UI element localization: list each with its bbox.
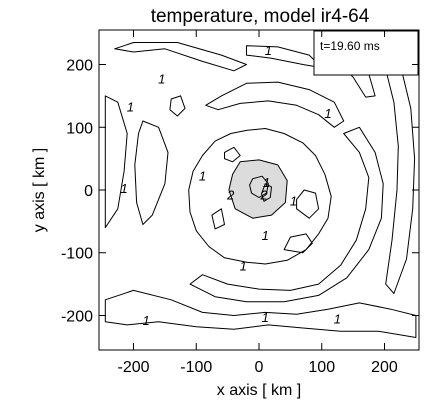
contour-level-2-1 [249,175,269,198]
chart-title: temperature, model ir4-64 [151,6,370,27]
contour-level-1-14 [224,146,241,163]
contour-level-1-10 [371,38,416,294]
contour-level-1-7 [104,95,128,229]
contour-label-10: 1 [334,312,341,327]
y-tick-label-2: 0 [84,183,93,200]
contour-level-1-12 [169,95,186,117]
contour-level-1-4 [205,81,345,128]
contour-level-1-17 [246,45,323,69]
contour-level-1-15 [283,233,313,254]
contour-level-1-9 [104,289,417,338]
x-axis-ticks: -200 -100 0 100 200 [117,30,398,376]
contour-level-2-0 [228,159,288,219]
contour-label-5: 1 [120,181,127,196]
contour-label-3: 1 [324,106,331,121]
contour-level-1-6 [114,42,247,72]
x-tick-label-3: 100 [308,359,335,376]
y-tick-label-1: -100 [61,246,93,263]
contour-level-1-8 [134,120,169,225]
y-axis-ticks: -200 -100 0 100 200 [61,58,419,325]
x-tick-label-0: -200 [117,359,149,376]
contour-label-12: 2 [226,187,235,202]
x-tick-label-2: 0 [255,359,264,376]
x-tick-label-1: -100 [180,359,212,376]
contour-label-6: 1 [290,194,297,209]
contour-label-4: 1 [199,169,206,184]
contour-label-11: 1 [262,228,269,243]
x-axis-label: x axis [ km ] [217,382,301,399]
contour-level-1-13 [296,189,320,219]
x-tick-label-4: 200 [371,359,398,376]
contour-label-2: 1 [158,71,165,86]
contour-label-9: 1 [262,310,269,325]
contour-level-1-16 [211,208,225,230]
contour-level-1-3 [188,128,332,265]
time-annotation-frame [313,30,419,76]
y-tick-label-0: -200 [61,308,93,325]
time-label: t=19.60 ms [320,39,380,53]
contour-label-1: 1 [127,100,134,115]
contour-label-0: 1 [265,43,272,58]
y-tick-label-4: 200 [66,58,93,75]
contour-label-8: 1 [142,313,149,328]
y-axis-label: y axis [ km ] [31,148,48,232]
contour-level-2-2 [261,183,272,202]
contour-label-7: 1 [240,258,247,273]
time-annotation-box: t=19.60 ms [313,30,419,76]
contour-level-1-5 [189,126,384,303]
y-tick-label-3: 100 [66,120,93,137]
contour-label-14: 1 [263,175,270,190]
contour-label-13: 2 [259,187,268,202]
